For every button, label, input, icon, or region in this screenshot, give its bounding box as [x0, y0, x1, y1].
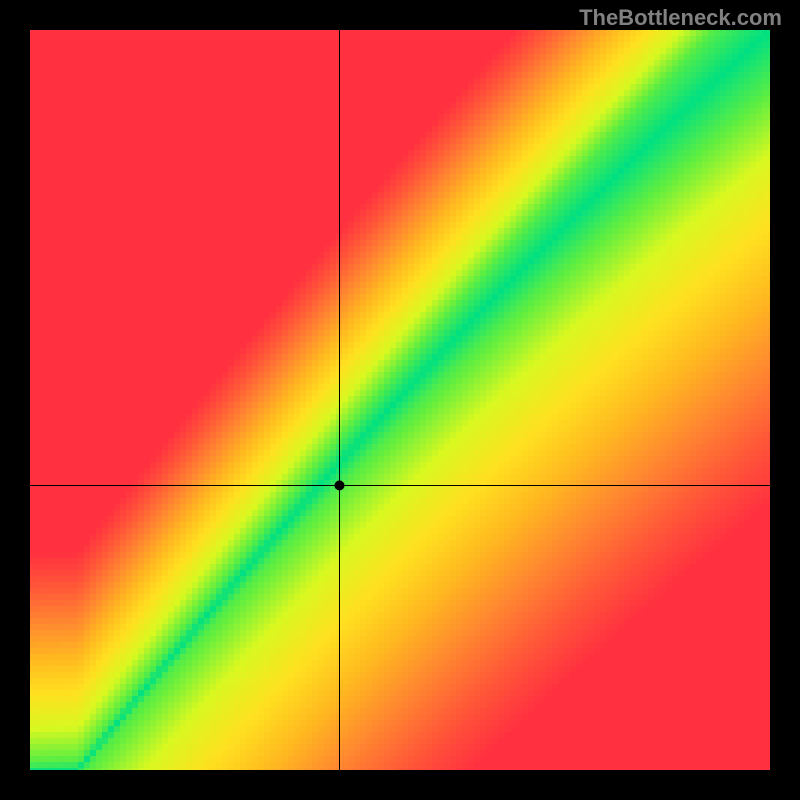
watermark-text: TheBottleneck.com: [579, 5, 782, 31]
bottleneck-heatmap-canvas: [30, 30, 770, 770]
heatmap-plot-area: [30, 30, 770, 770]
page-container: TheBottleneck.com: [0, 0, 800, 800]
